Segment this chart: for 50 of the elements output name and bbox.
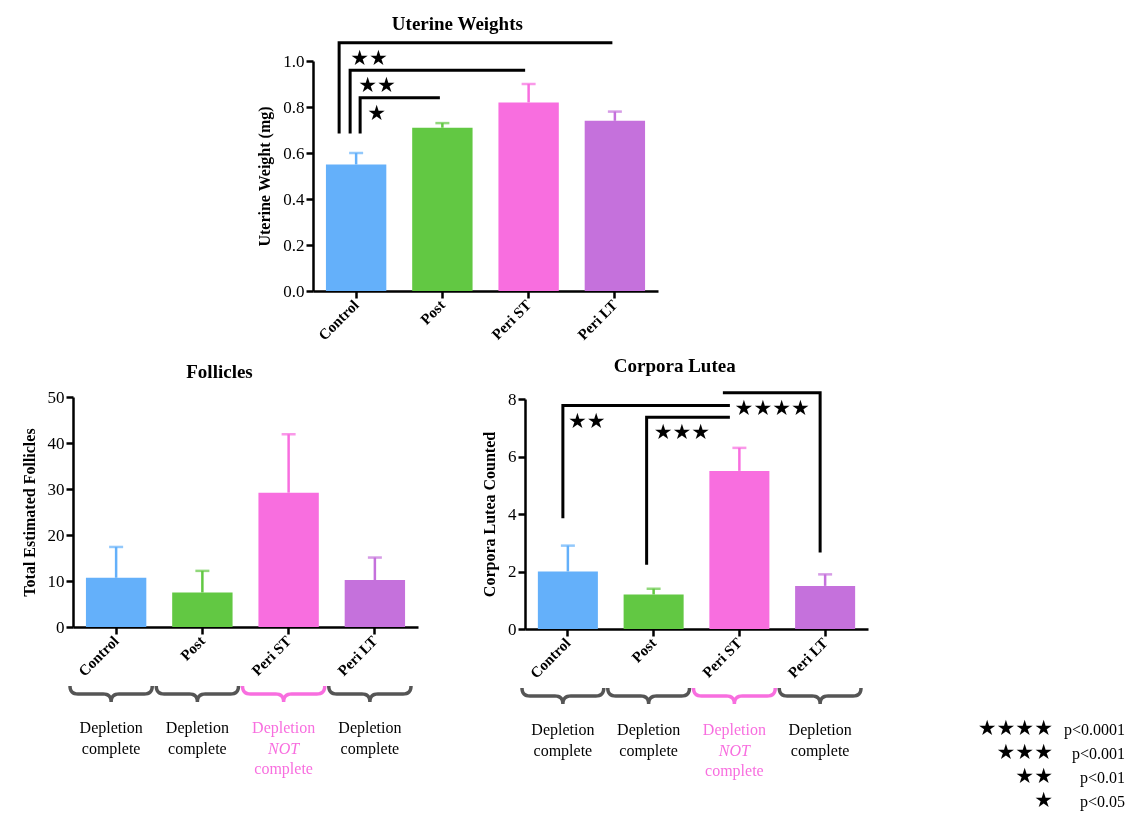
text: Depletion complete bbox=[165, 719, 229, 758]
y-axis-title: Uterine Weight (mg) bbox=[256, 106, 275, 247]
chart-title: Corpora Lutea bbox=[613, 355, 737, 376]
text: Depletion NOT complete bbox=[702, 721, 766, 780]
annotation: ★★ bbox=[350, 45, 388, 70]
text: Depletion NOT complete bbox=[252, 719, 316, 778]
x-tick-label: Post bbox=[628, 634, 660, 666]
bar bbox=[623, 594, 684, 629]
y-tick-label: 30 bbox=[47, 479, 65, 499]
annotation: ★★ bbox=[358, 73, 396, 98]
y-tick-label: 20 bbox=[47, 525, 65, 545]
annotation: ★ bbox=[367, 100, 386, 125]
y-tick-label: 0 bbox=[56, 617, 65, 637]
y-tick-label: 4 bbox=[508, 504, 517, 524]
y-tick-label: 2 bbox=[508, 562, 517, 581]
text: ★★★ p<0.001 bbox=[996, 740, 1125, 766]
text: ★★★★ p<0.0001 bbox=[977, 716, 1125, 742]
y-tick-label: 0 bbox=[508, 619, 517, 639]
y-tick-label: 8 bbox=[508, 389, 517, 409]
x-tick-label: Peri ST bbox=[699, 634, 746, 681]
text: ★ p<0.05 bbox=[1034, 788, 1125, 812]
text: Depletion complete bbox=[79, 719, 143, 758]
x-tick-label: Peri LT bbox=[574, 296, 621, 343]
y-tick-label: 0.0 bbox=[283, 281, 305, 301]
chart-title: Uterine Weights bbox=[391, 13, 523, 34]
annotation: ★★★★ bbox=[734, 395, 810, 420]
y-tick-label: 0.2 bbox=[283, 235, 305, 255]
y-tick-label: 6 bbox=[508, 447, 517, 466]
annotation: ★★★ bbox=[653, 420, 711, 445]
y-tick-label: 0.4 bbox=[283, 189, 305, 209]
x-tick-label: Peri ST bbox=[488, 296, 535, 343]
x-tick-label: Post bbox=[177, 632, 209, 664]
text: Depletion complete bbox=[531, 721, 595, 760]
x-tick-label: Peri LT bbox=[334, 632, 381, 679]
text: Depletion complete bbox=[617, 721, 681, 760]
text: ★★ p<0.01 bbox=[1015, 764, 1125, 788]
y-tick-label: 0.8 bbox=[283, 97, 305, 117]
y-tick-label: 10 bbox=[47, 571, 65, 591]
y-tick-label: 50 bbox=[47, 387, 65, 407]
y-tick-label: 1.0 bbox=[283, 51, 305, 71]
text: Depletion complete bbox=[788, 721, 852, 760]
x-tick-label: Peri ST bbox=[248, 632, 295, 679]
x-tick-label: Post bbox=[417, 296, 449, 328]
y-tick-label: 40 bbox=[47, 433, 65, 453]
y-axis-title: Total Estimated Follicles bbox=[20, 428, 38, 597]
chart-title: Follicles bbox=[186, 361, 253, 382]
y-axis-title: Corpora Lutea Counted bbox=[481, 431, 499, 598]
annotation: ★★ bbox=[567, 408, 606, 433]
y-tick-label: 0.6 bbox=[283, 143, 305, 163]
text: Depletion complete bbox=[338, 719, 402, 758]
